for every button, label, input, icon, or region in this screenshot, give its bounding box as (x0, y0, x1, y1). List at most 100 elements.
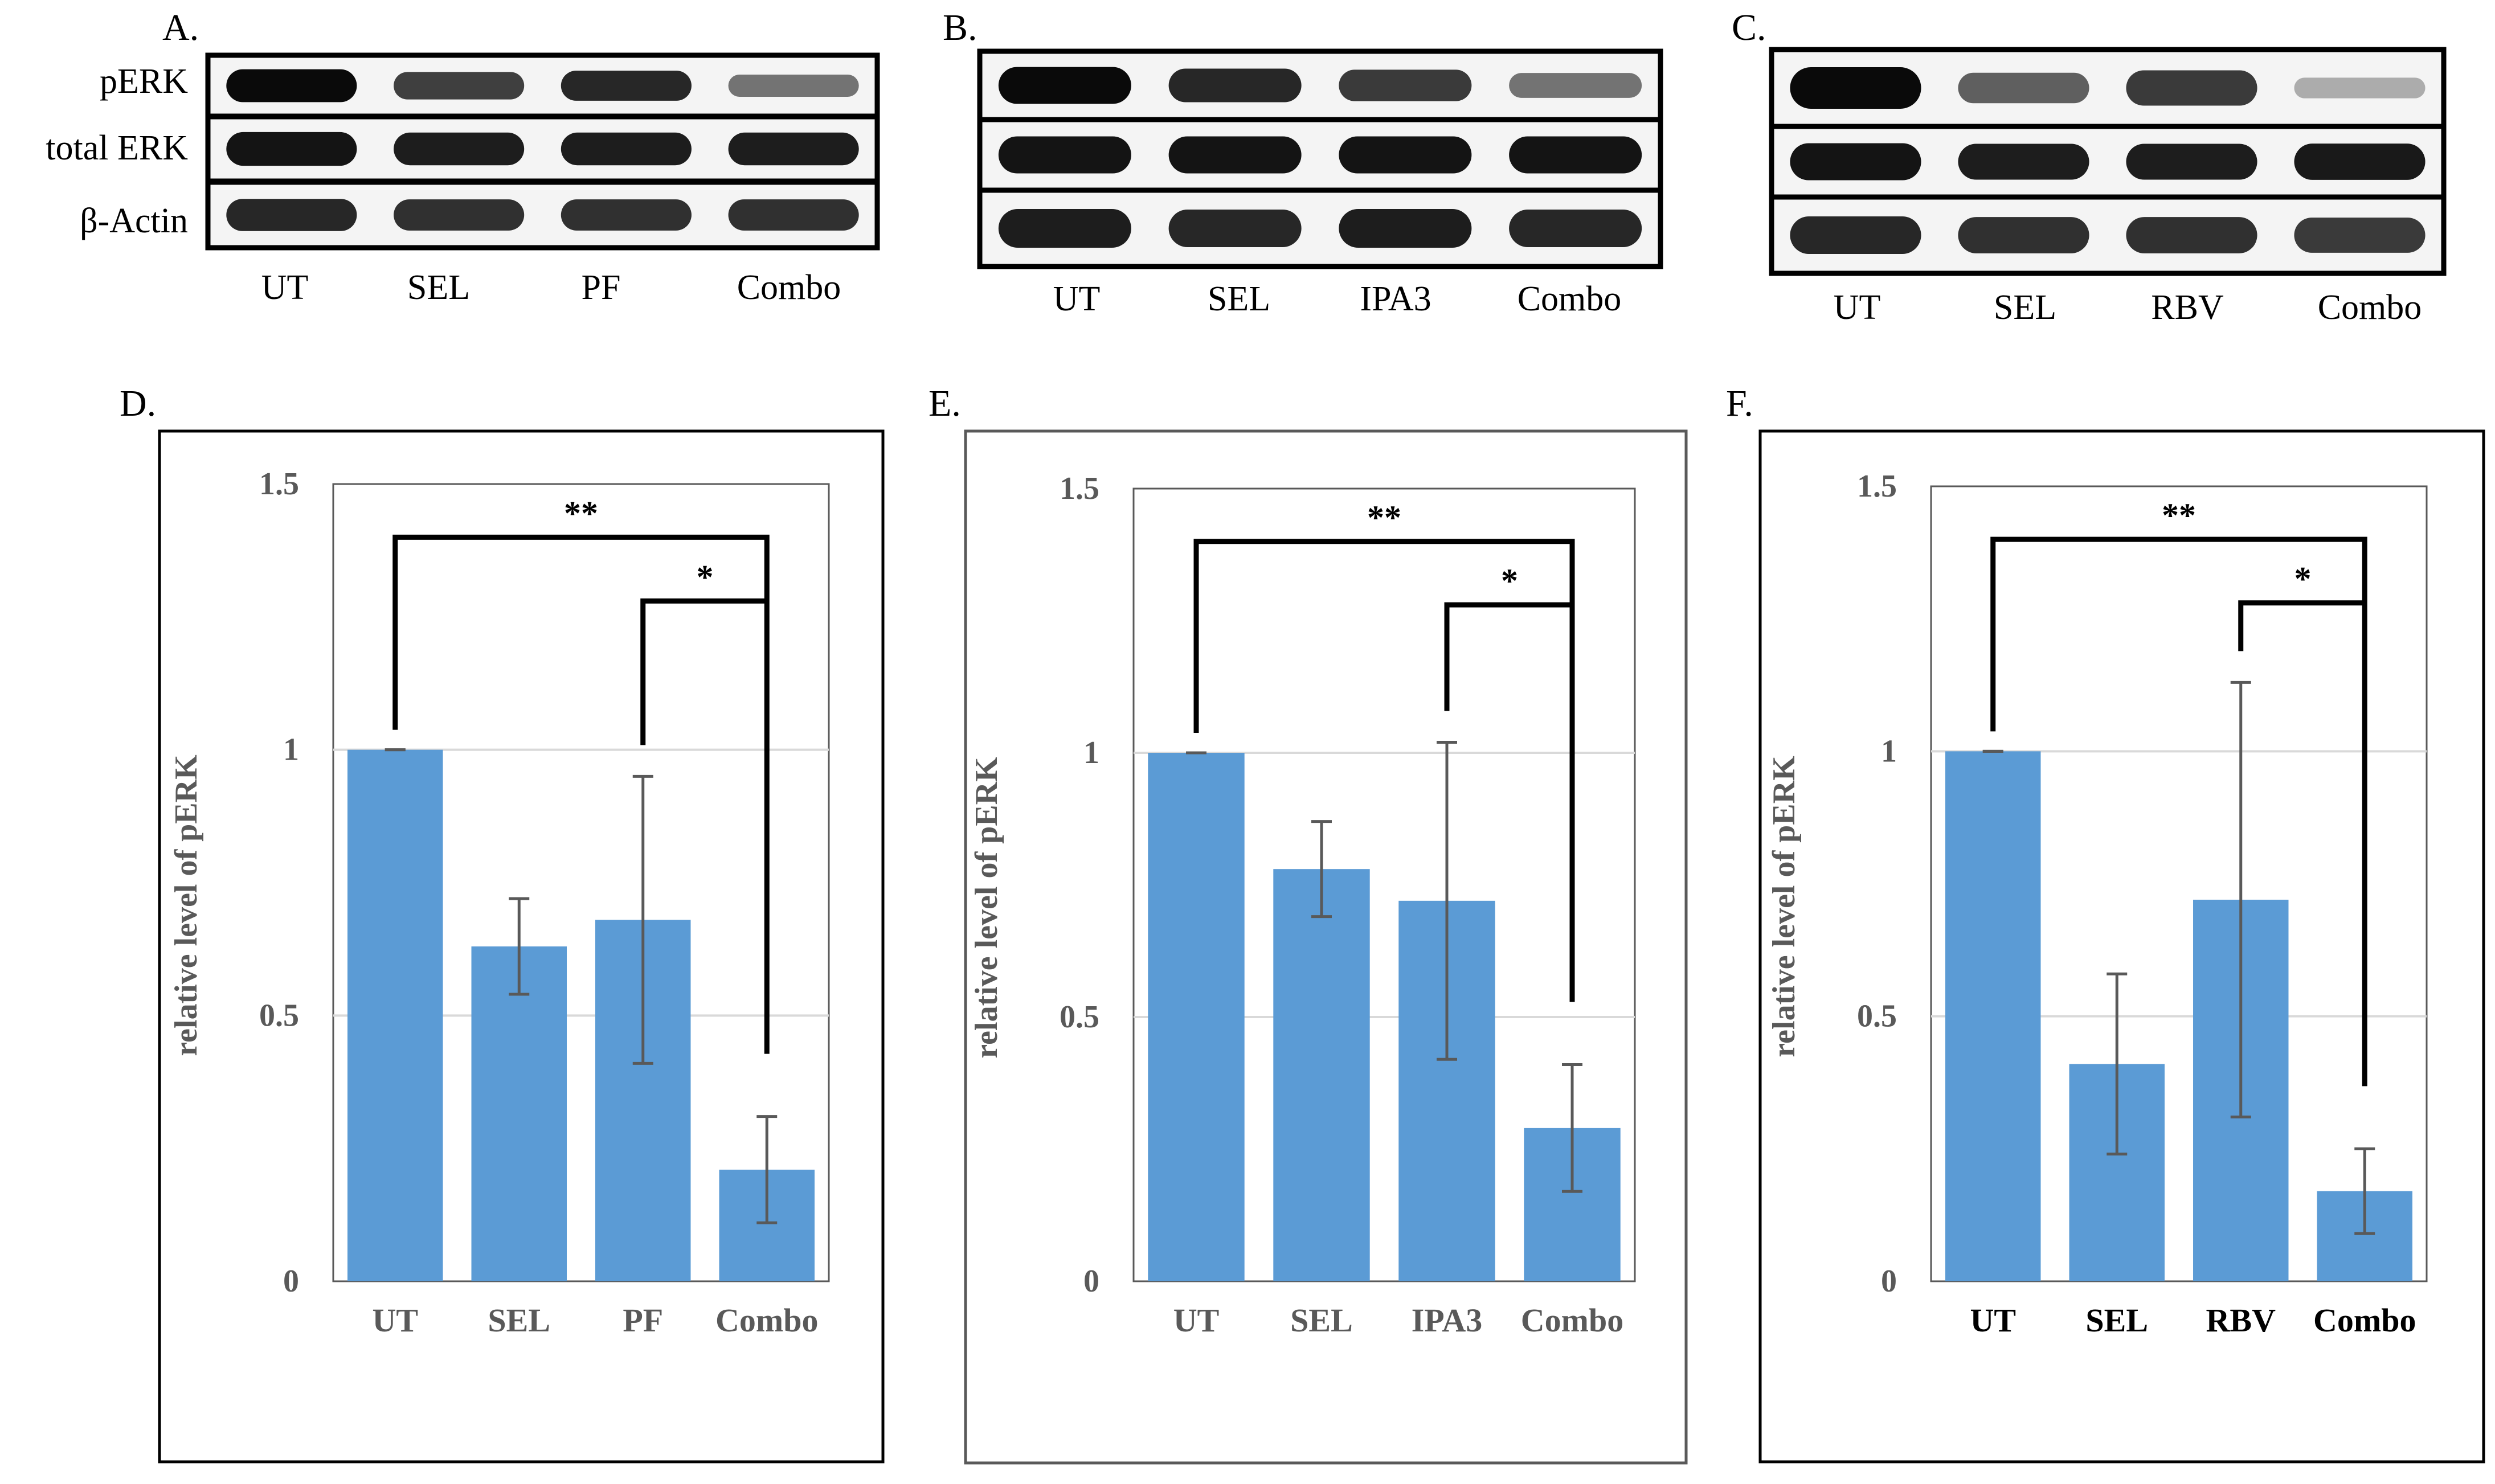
panel-label: D. (120, 383, 156, 424)
x-category-label: SEL (1290, 1302, 1353, 1339)
blot-band (1509, 136, 1642, 174)
blot-lane-label: IPA3 (1360, 280, 1431, 318)
significance-label: * (1501, 562, 1518, 600)
y-tick-label: 0 (283, 1264, 299, 1299)
x-category-label: SEL (488, 1302, 550, 1339)
y-axis-label: relative level of pERK (969, 757, 1004, 1059)
plot-area (1930, 485, 2428, 1282)
blot-band (998, 136, 1131, 174)
blot-band (2126, 70, 2257, 106)
chart-3: F. 0 0.5 1 1.5 relative level of pERK UT SEL RBV… (1726, 383, 2485, 1463)
blot-band (226, 199, 357, 231)
significance-label: * (697, 558, 714, 596)
significance-label: ** (2162, 497, 2196, 534)
x-category-label: UT (372, 1302, 418, 1339)
significance-bracket (2238, 600, 2365, 651)
x-category-label: Combo (1521, 1302, 1623, 1339)
blot-row-label: total ERK (46, 129, 188, 167)
x-category-label: RBV (2206, 1302, 2276, 1339)
x-category-label: IPA3 (1412, 1302, 1483, 1339)
blot-lane-label: RBV (2151, 288, 2224, 327)
blot-lane-label: UT (261, 268, 309, 307)
panel-label: A. (162, 7, 199, 48)
blot-band (1509, 73, 1642, 98)
y-tick-label: 0.5 (1060, 999, 1099, 1035)
chart-1: D. 0 0.5 1 1.5 relative level of pERK UT SEL PF C… (120, 383, 885, 1463)
x-category-label: UT (1173, 1302, 1220, 1339)
y-tick-label: 1.5 (1857, 469, 1897, 504)
blot-band (1790, 67, 1921, 109)
blot-band (1168, 210, 1302, 247)
blot-lane-label: Combo (737, 268, 841, 307)
blot-band (2126, 217, 2257, 253)
blot-band (1339, 69, 1472, 101)
chart-2: E. 0 0.5 1 1.5 relative level of pERK UT SEL IPA… (929, 383, 1688, 1465)
bar-charts: D. 0 0.5 1 1.5 relative level of pERK UT SEL PF C… (120, 383, 2485, 1465)
blot-band (2294, 144, 2426, 180)
blot-lane-label: Combo (2318, 288, 2422, 327)
significance-bracket (640, 598, 767, 745)
blot-band (728, 132, 859, 166)
bar (1148, 753, 1245, 1281)
blot-lane-label: UT (1053, 280, 1101, 318)
panel-label: C. (1732, 7, 1766, 48)
significance-bracket (1193, 539, 1575, 1002)
significance-bracket (392, 534, 770, 1054)
blot-lane-label: Combo (1518, 280, 1622, 318)
blot-band (561, 132, 692, 166)
plot-area (1132, 487, 1636, 1282)
blot-row-label: pERK (100, 62, 188, 101)
y-tick-label: 1.5 (259, 466, 299, 502)
chart-frame (158, 429, 885, 1463)
x-category-label: Combo (2313, 1302, 2416, 1339)
y-tick-label: 1.5 (1060, 471, 1099, 506)
blot-band (1958, 72, 2089, 104)
blot-band (561, 71, 692, 101)
bar (471, 946, 567, 1281)
blot-band (1958, 217, 2089, 253)
blot-band (2294, 77, 2426, 99)
plot-area (332, 483, 830, 1282)
y-tick-label: 0.5 (259, 998, 299, 1033)
panel-label: F. (1726, 383, 1753, 424)
bar (1273, 869, 1370, 1281)
y-tick-label: 0 (1083, 1264, 1099, 1299)
x-category-label: Combo (715, 1302, 818, 1339)
blot-band (1958, 144, 2089, 180)
bar (1945, 751, 2041, 1281)
panel-label: E. (929, 383, 961, 424)
blot-band (728, 75, 859, 97)
blot-band (1790, 216, 1921, 254)
blot-band (561, 199, 692, 231)
blot-panel: C. UT SEL RBV Combo (1732, 7, 2447, 327)
blot-band (2126, 144, 2257, 180)
blot-row-label: β-Actin (80, 202, 188, 240)
blot-band (394, 132, 525, 166)
chart-frame (964, 429, 1688, 1465)
significance-bracket (1990, 536, 2367, 1087)
blot-panel: B. UT SEL IPA3 Combo (943, 7, 1663, 318)
y-tick-label: 0.5 (1857, 999, 1897, 1034)
blot-lane-label: SEL (407, 268, 470, 307)
blot-band (998, 208, 1131, 248)
blot-band (1509, 210, 1642, 247)
blot-band (394, 72, 525, 100)
y-tick-label: 1 (283, 732, 299, 768)
blot-band (1339, 136, 1472, 174)
significance-label: * (2294, 560, 2312, 598)
x-category-label: SEL (2085, 1302, 2148, 1339)
x-category-label: UT (1970, 1302, 2016, 1339)
blot-lane-label: UT (1834, 288, 1881, 327)
blot-band (394, 199, 525, 231)
blot-band (1168, 136, 1302, 174)
significance-label: ** (1367, 499, 1401, 536)
blot-band (1339, 208, 1472, 248)
blot-band (2294, 218, 2426, 253)
western-blots: A. pERK total ERK β-Actin UT SEL PF Combo B. UT SE… (46, 7, 2447, 327)
blot-band (226, 132, 357, 166)
blot-lane-label: SEL (1208, 280, 1270, 318)
blot-lane-label: PF (582, 268, 621, 307)
blot-band (998, 67, 1131, 104)
y-tick-label: 0 (1881, 1264, 1897, 1299)
